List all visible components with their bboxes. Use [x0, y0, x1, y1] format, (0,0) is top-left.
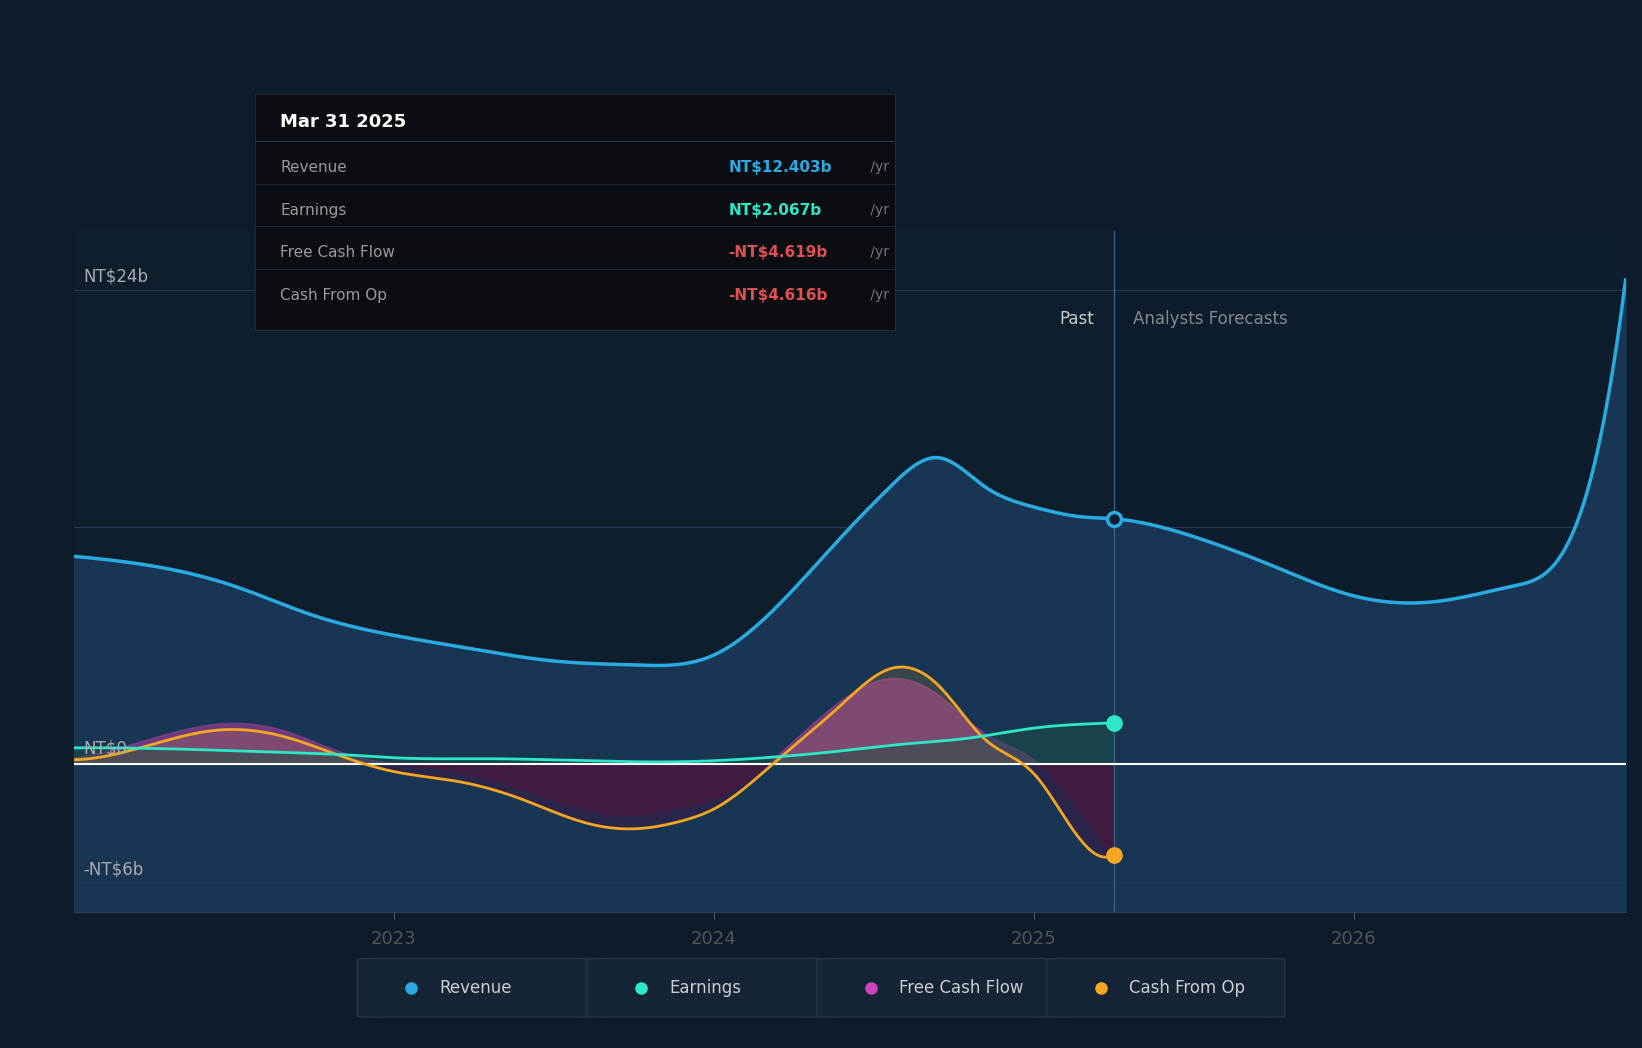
- Text: Mar 31 2025: Mar 31 2025: [281, 113, 406, 131]
- Text: /yr: /yr: [865, 160, 888, 174]
- FancyBboxPatch shape: [816, 958, 1056, 1018]
- Text: NT$2.067b: NT$2.067b: [729, 202, 821, 218]
- Text: /yr: /yr: [865, 245, 888, 259]
- Text: Revenue: Revenue: [281, 160, 346, 175]
- Text: Cash From Op: Cash From Op: [1130, 979, 1245, 997]
- Text: Revenue: Revenue: [440, 979, 512, 997]
- Text: Past: Past: [1059, 309, 1095, 328]
- Text: Analysts Forecasts: Analysts Forecasts: [1133, 309, 1287, 328]
- Text: Cash From Op: Cash From Op: [281, 287, 388, 303]
- FancyBboxPatch shape: [356, 958, 594, 1018]
- Text: -NT$6b: -NT$6b: [84, 860, 144, 878]
- Text: Free Cash Flow: Free Cash Flow: [900, 979, 1023, 997]
- FancyBboxPatch shape: [1048, 958, 1286, 1018]
- Text: -NT$4.619b: -NT$4.619b: [729, 245, 828, 260]
- Text: Free Cash Flow: Free Cash Flow: [281, 245, 396, 260]
- Text: NT$24b: NT$24b: [84, 268, 148, 286]
- Text: Earnings: Earnings: [281, 202, 346, 218]
- Bar: [1113, 231, 1626, 912]
- Text: /yr: /yr: [865, 287, 888, 302]
- Text: NT$12.403b: NT$12.403b: [729, 160, 832, 175]
- Text: -NT$4.616b: -NT$4.616b: [729, 287, 828, 303]
- FancyBboxPatch shape: [588, 958, 824, 1018]
- Text: /yr: /yr: [865, 202, 888, 217]
- Text: NT$0: NT$0: [84, 740, 128, 758]
- Text: Earnings: Earnings: [670, 979, 741, 997]
- Bar: [74, 231, 1113, 912]
